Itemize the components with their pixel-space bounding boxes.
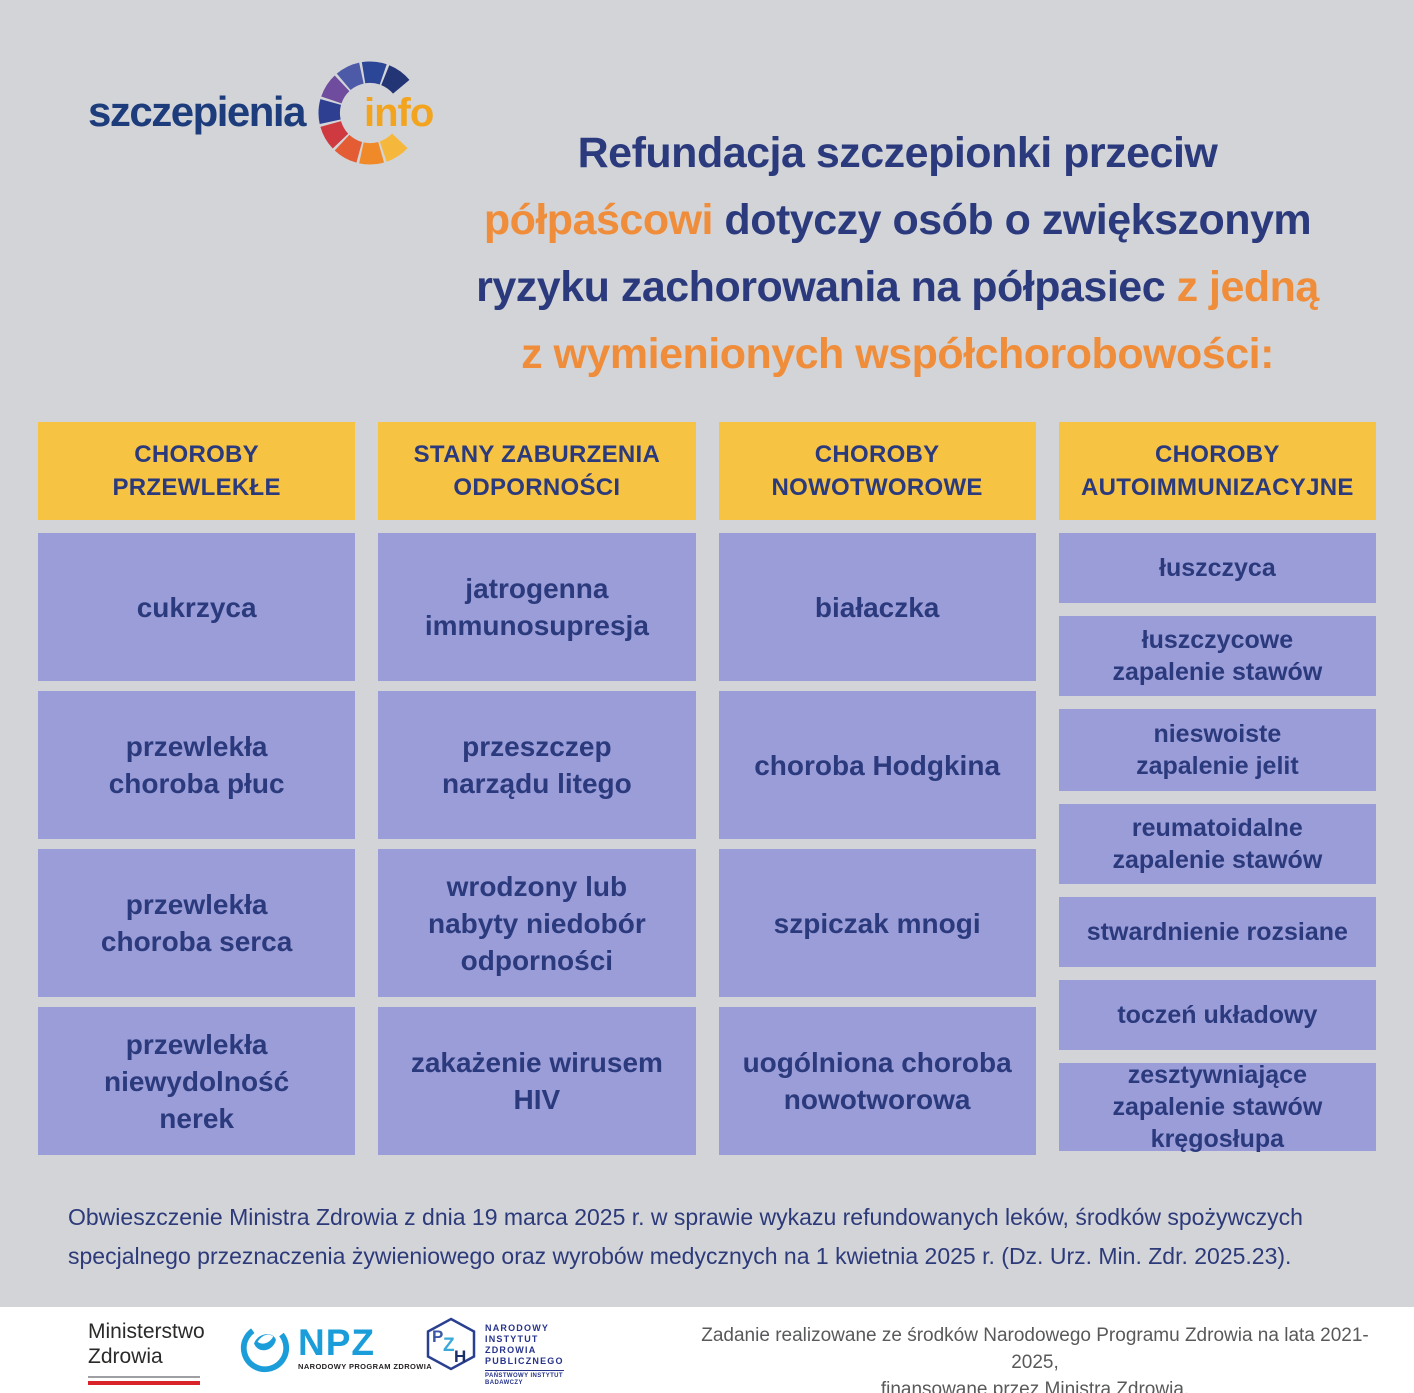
- column-boxes: cukrzyca przewlekła choroba płuc przewle…: [38, 533, 356, 1155]
- arc-segment: [321, 75, 350, 104]
- column-header: CHOROBY PRZEWLEKŁE: [38, 422, 356, 520]
- npz-text-block: NPZ NARODOWY PROGRAM ZDROWIA: [298, 1321, 433, 1371]
- title-segment: półpaścowi: [483, 196, 714, 244]
- svg-text:P: P: [432, 1327, 443, 1346]
- disease-box: przeszczep narządu litego: [378, 691, 696, 839]
- arc-segment: [359, 141, 385, 165]
- logo-text-szczepienia: szczepienia: [88, 88, 306, 135]
- ministerstwo-zdrowia-logo: Ministerstwo Zdrowia: [88, 1319, 205, 1385]
- title-segment: Refundacja szczepionki przeciw: [577, 129, 1218, 177]
- mz-flag-line-gray: [88, 1376, 200, 1378]
- disease-box: uogólniona choroba nowotworowa: [718, 1007, 1036, 1155]
- column-boxes: białaczka choroba Hodgkina szpiczak mnog…: [718, 533, 1036, 1155]
- npz-abbr: NPZ: [298, 1321, 375, 1363]
- column-boxes: łuszczyca łuszczycowe zapalenie stawów n…: [1058, 533, 1376, 1153]
- disease-box: choroba Hodgkina: [718, 691, 1036, 839]
- arc-segment: [379, 133, 408, 162]
- npz-subtitle: NARODOWY PROGRAM ZDROWIA: [298, 1361, 433, 1371]
- title-line: ryzyku zachorowania na półpasiec z jedną: [400, 254, 1395, 321]
- svg-text:Z: Z: [443, 1335, 455, 1356]
- title-segment: z wymienionych współchorobowości:: [521, 330, 1274, 378]
- footer-bar: Ministerstwo Zdrowia NPZ NARODOWY PROGRA…: [0, 1307, 1414, 1393]
- disease-box: nieswoiste zapalenie jelit: [1058, 709, 1376, 791]
- title-line: półpaścowi dotyczy osób o zwiększonym: [400, 187, 1395, 254]
- arc-segment: [320, 120, 349, 149]
- legal-footnote: Obwieszczenie Ministra Zdrowia z dnia 19…: [68, 1204, 1303, 1269]
- disease-box: łuszczycowe zapalenie stawów: [1058, 616, 1376, 696]
- disease-box: stwardnienie rozsiane: [1058, 897, 1376, 967]
- arc-segment: [318, 99, 342, 125]
- comorbidity-grid: CHOROBY PRZEWLEKŁE cukrzyca przewlekła c…: [38, 422, 1376, 1155]
- title-segment: z jedną: [1165, 263, 1320, 311]
- column-choroby-nowotworowe: CHOROBY NOWOTWOROWE białaczka choroba Ho…: [718, 422, 1036, 1155]
- arc-segment: [361, 61, 387, 85]
- svg-text:H: H: [454, 1347, 466, 1366]
- logo-text-info: info: [364, 91, 434, 135]
- arc-segment: [334, 134, 363, 163]
- pzh-hexagon-icon: P Z H: [426, 1317, 476, 1371]
- disease-box: wrodzony lub nabyty niedobór odporności: [378, 849, 696, 997]
- szczepienia-info-logo: szczepienia info: [88, 58, 448, 170]
- npz-logo: NPZ NARODOWY PROGRAM ZDROWIA: [238, 1321, 432, 1375]
- disease-box: jatrogenna immunosupresja: [378, 533, 696, 681]
- column-header: CHOROBY AUTOIMMUNIZACYJNE: [1058, 422, 1376, 520]
- column-header: CHOROBY NOWOTWOROWE: [718, 422, 1036, 520]
- funding-note: Zadanie realizowane ze środków Narodoweg…: [701, 1325, 1369, 1393]
- disease-box: zakażenie wirusem HIV: [378, 1007, 696, 1155]
- disease-box: białaczka: [718, 533, 1036, 681]
- disease-box: cukrzyca: [38, 533, 356, 681]
- column-header: STANY ZABURZENIA ODPORNOŚCI: [378, 422, 696, 520]
- pzh-text-block: NARODOWY INSTYTUT ZDROWIA PUBLICZNEGO PA…: [485, 1323, 564, 1387]
- disease-box: zesztywniające zapalenie stawów kręgosłu…: [1058, 1061, 1376, 1153]
- disease-box: przewlekła choroba serca: [38, 849, 356, 997]
- column-choroby-przewlekle: CHOROBY PRZEWLEKŁE cukrzyca przewlekła c…: [38, 422, 356, 1155]
- disease-box: łuszczyca: [1058, 533, 1376, 603]
- disease-box: toczeń układowy: [1058, 980, 1376, 1050]
- mz-label: Ministerstwo Zdrowia: [88, 1320, 205, 1368]
- npz-swoosh-icon: [240, 1323, 290, 1373]
- arc-segment: [380, 65, 410, 95]
- column-boxes: jatrogenna immunosupresja przeszczep nar…: [378, 533, 696, 1155]
- nizp-pzh-logo: P Z H NARODOWY INSTYTUT ZDROWIA PUBLICZN…: [424, 1317, 564, 1387]
- disease-box: reumatoidalne zapalenie stawów: [1058, 804, 1376, 884]
- arc-segment: [336, 62, 365, 91]
- pzh-subtitle: PAŃSTWOWY INSTYTUT BADAWCZY: [485, 1370, 564, 1387]
- title-line: Refundacja szczepionki przeciw: [400, 120, 1395, 187]
- disease-box: przewlekła niewydolność nerek: [38, 1007, 356, 1155]
- pzh-name: NARODOWY INSTYTUT ZDROWIA PUBLICZNEGO: [485, 1323, 564, 1366]
- title-segment: dotyczy osób o zwiększonym: [712, 196, 1312, 244]
- page-title: Refundacja szczepionki przeciw półpaścow…: [400, 120, 1395, 388]
- title-segment: ryzyku zachorowania na półpasiec: [476, 263, 1166, 311]
- mz-flag-line-red: [88, 1381, 200, 1385]
- title-line: z wymienionych współchorobowości:: [400, 321, 1395, 388]
- column-stany-zaburzenia-odpornosci: STANY ZABURZENIA ODPORNOŚCI jatrogenna i…: [378, 422, 696, 1155]
- disease-box: szpiczak mnogi: [718, 849, 1036, 997]
- column-choroby-autoimmunizacyjne: CHOROBY AUTOIMMUNIZACYJNE łuszczyca łusz…: [1058, 422, 1376, 1155]
- disease-box: przewlekła choroba płuc: [38, 691, 356, 839]
- logo-arc-icon: [318, 61, 410, 165]
